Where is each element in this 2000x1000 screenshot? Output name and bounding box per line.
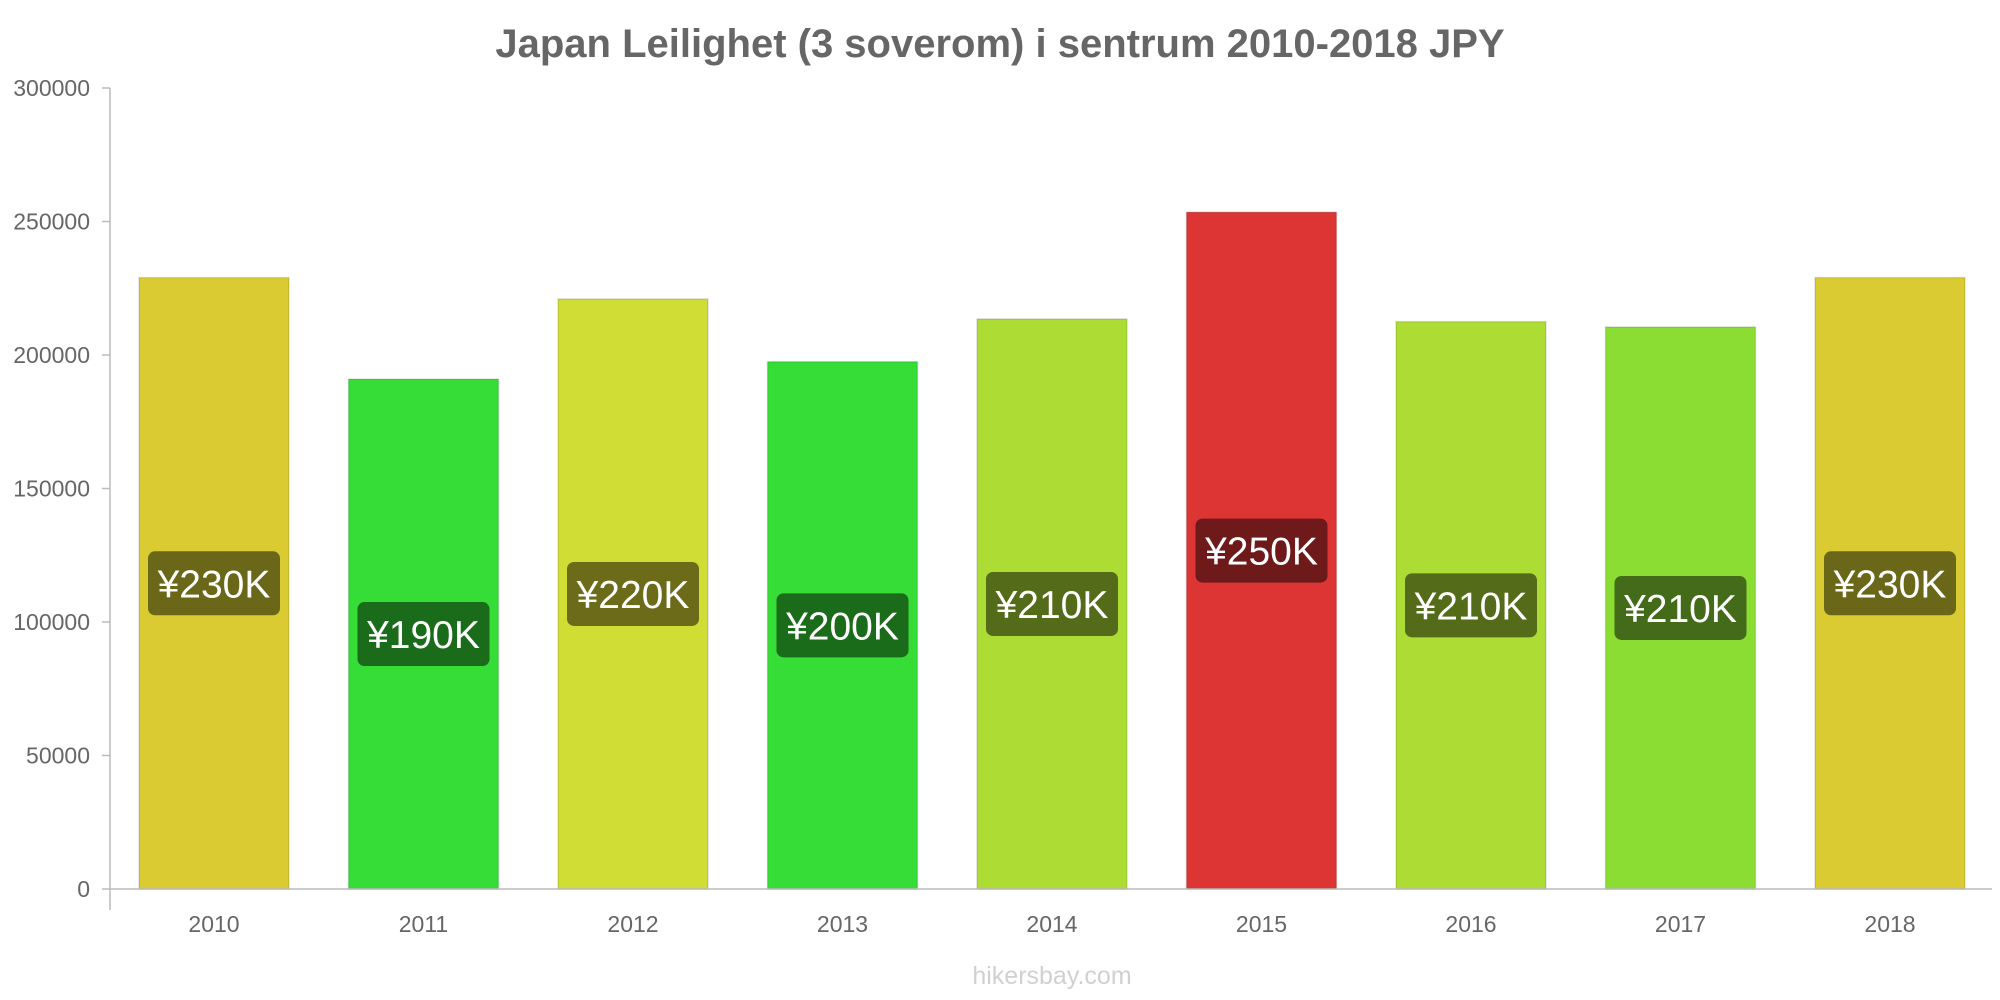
x-tick-label: 2010 xyxy=(188,911,239,937)
data-label-box xyxy=(776,593,909,658)
x-tick-label: 2013 xyxy=(817,911,868,937)
data-label-box xyxy=(1195,518,1328,583)
data-label-box xyxy=(357,602,490,667)
data-label: ¥210K xyxy=(1623,588,1737,631)
data-label-box xyxy=(567,561,699,626)
data-label: ¥210K xyxy=(995,584,1109,627)
data-label-box xyxy=(1405,573,1537,638)
y-tick-label: 100000 xyxy=(13,609,90,635)
data-label: ¥190K xyxy=(366,614,480,657)
x-tick-label: 2018 xyxy=(1864,911,1915,937)
y-tick-label: 50000 xyxy=(26,743,90,769)
data-label-box xyxy=(986,571,1118,636)
y-tick-label: 300000 xyxy=(13,75,90,101)
bars-group xyxy=(138,211,1966,890)
x-tick-label: 2014 xyxy=(1026,911,1077,937)
source-credit: hikersbay.com xyxy=(972,962,1131,990)
chart-title: Japan Leilighet (3 soverom) i sentrum 20… xyxy=(495,22,1505,66)
data-label-box xyxy=(148,551,280,616)
data-label-box xyxy=(1614,575,1747,640)
x-tick-label: 2017 xyxy=(1655,911,1706,937)
y-tick-label: 150000 xyxy=(13,476,90,502)
x-tick-label: 2011 xyxy=(399,911,448,937)
data-label: ¥210K xyxy=(1414,585,1528,628)
y-tick-label: 250000 xyxy=(13,209,90,235)
x-tick-label: 2012 xyxy=(607,911,658,937)
x-tick-label: 2015 xyxy=(1236,911,1287,937)
data-label: ¥230K xyxy=(157,563,271,606)
x-axis-ticks: 2010 2011 2012 2013 2014 2015 2016 2017 2018 xyxy=(188,911,1915,937)
data-label: ¥250K xyxy=(1204,531,1318,574)
y-tick-label: 200000 xyxy=(13,342,90,368)
y-axis-ticks: 0 50000 100000 150000 200000 250000 300000 xyxy=(13,75,110,902)
data-label: ¥220K xyxy=(576,574,690,617)
data-label-box xyxy=(1824,551,1956,616)
data-label: ¥200K xyxy=(785,605,899,648)
data-label: ¥230K xyxy=(1833,563,1947,606)
y-tick-label: 0 xyxy=(77,876,90,902)
x-tick-label: 2016 xyxy=(1445,911,1496,937)
data-labels-group: ¥230K ¥190K ¥220K ¥200K ¥210K ¥250K ¥210K ¥210K… xyxy=(148,518,1956,667)
